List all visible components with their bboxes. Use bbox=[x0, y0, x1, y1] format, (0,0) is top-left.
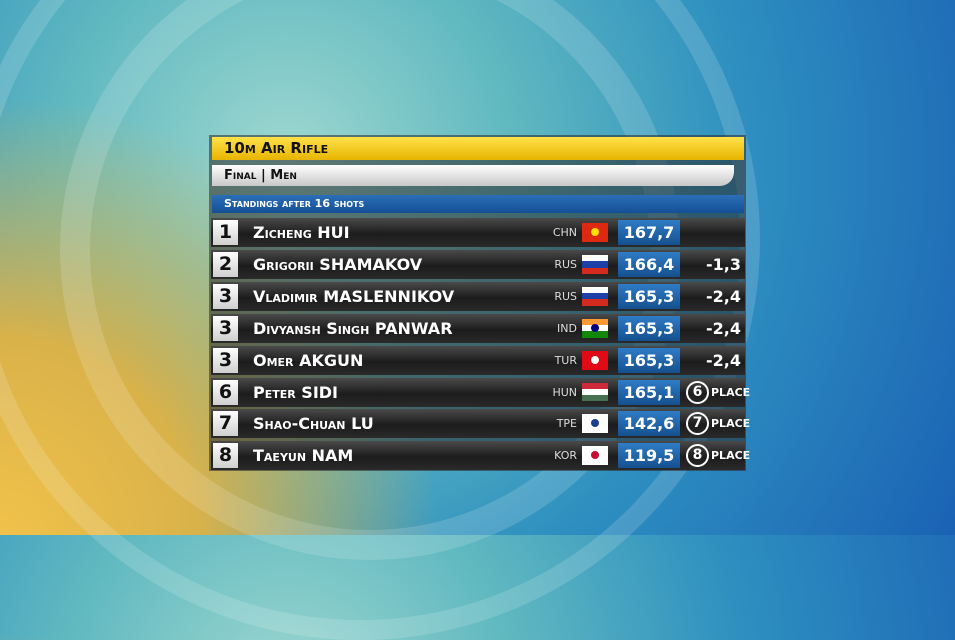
rank: 7 bbox=[213, 411, 238, 437]
rank: 8 bbox=[213, 443, 238, 469]
rank: 3 bbox=[213, 283, 238, 309]
flag-emblem bbox=[591, 419, 599, 428]
country-code: TPE bbox=[556, 417, 577, 431]
standing-row: 3 Vladimir MASLENNIKOV RUS 165,3 -2,4 bbox=[211, 281, 745, 311]
points-behind: -1,3 bbox=[706, 254, 741, 274]
event-title: 10m Air Rifle bbox=[212, 137, 744, 160]
flag-stripe bbox=[582, 293, 608, 300]
flag-stripe bbox=[582, 267, 608, 274]
place-number: 6 bbox=[686, 380, 709, 404]
flag bbox=[582, 223, 608, 242]
rank: 2 bbox=[213, 251, 238, 277]
flag-stripe bbox=[582, 261, 608, 268]
standing-row: 2 Grigorii SHAMAKOV RUS 166,4 -1,3 bbox=[211, 249, 745, 279]
score: 142,6 bbox=[618, 411, 680, 437]
status: Standings after 16 shots bbox=[212, 195, 744, 213]
place-label: Place bbox=[711, 417, 751, 431]
flag-stripe bbox=[582, 388, 608, 396]
athlete-name: Omer AKGUN bbox=[253, 350, 364, 370]
flag-stripe bbox=[582, 331, 608, 338]
flag bbox=[582, 350, 608, 370]
flag-emblem bbox=[591, 451, 599, 460]
flag bbox=[582, 382, 608, 402]
score: 166,4 bbox=[618, 251, 680, 277]
flag bbox=[582, 318, 608, 338]
athlete-name: Peter SIDI bbox=[253, 382, 339, 402]
rank: 3 bbox=[213, 347, 238, 373]
flag-stripe bbox=[582, 299, 608, 306]
flag-emblem bbox=[591, 228, 599, 236]
flag-stripe bbox=[582, 286, 608, 294]
flag-stripe bbox=[582, 318, 608, 326]
flag bbox=[582, 414, 608, 434]
standing-row: 6 Peter SIDI HUN 165,1 6 Place bbox=[211, 377, 750, 407]
country-code: CHN bbox=[552, 226, 577, 239]
rank: 1 bbox=[213, 220, 238, 245]
athlete-name: Grigorii SHAMAKOV bbox=[253, 254, 423, 274]
flag-emblem bbox=[591, 355, 599, 364]
place-label: Place bbox=[711, 449, 751, 463]
standing-row: 3 Omer AKGUN TUR 165,3 -2,4 bbox=[211, 345, 745, 375]
flag-stripe bbox=[582, 395, 608, 402]
standing-row: 8 Taeyun NAM KOR 119,5 8 Place bbox=[211, 441, 750, 471]
athlete-name: Shao-Chuan LU bbox=[253, 414, 374, 434]
flag bbox=[582, 254, 608, 274]
country-code: IND bbox=[557, 321, 577, 335]
flag-emblem bbox=[591, 323, 599, 332]
rank: 3 bbox=[213, 315, 238, 341]
points-behind: -2,4 bbox=[706, 350, 741, 370]
score: 165,3 bbox=[618, 283, 680, 309]
flag bbox=[582, 286, 608, 306]
standing-row: 3 Divyansh Singh PANWAR IND 165,3 -2,4 bbox=[211, 313, 745, 343]
country-code: HUN bbox=[552, 385, 577, 399]
athlete-name: Divyansh Singh PANWAR bbox=[253, 318, 453, 338]
score: 167,7 bbox=[618, 220, 680, 245]
country-code: TUR bbox=[554, 353, 577, 367]
place-number: 7 bbox=[686, 412, 709, 436]
score: 165,1 bbox=[618, 379, 680, 405]
country-code: RUS bbox=[554, 257, 577, 271]
flag-stripe bbox=[582, 382, 608, 389]
score: 119,5 bbox=[618, 443, 680, 469]
points-behind: -2,4 bbox=[706, 286, 741, 306]
rank: 6 bbox=[213, 379, 238, 405]
points-behind: -2,4 bbox=[706, 318, 741, 338]
score: 165,3 bbox=[618, 347, 680, 373]
standing-row: 7 Shao-Chuan LU TPE 142,6 7 Place bbox=[211, 409, 750, 439]
athlete-name: Taeyun NAM bbox=[253, 446, 354, 466]
country-code: RUS bbox=[554, 289, 577, 303]
athlete-name: Zicheng HUI bbox=[253, 223, 350, 242]
place-label: Place bbox=[711, 385, 751, 399]
standing-row: 1 Zicheng HUI CHN 167,7 bbox=[211, 218, 745, 247]
athlete-name: Vladimir MASLENNIKOV bbox=[253, 286, 455, 306]
flag bbox=[582, 446, 608, 466]
score: 165,3 bbox=[618, 315, 680, 341]
phase: Final | Men bbox=[212, 165, 734, 186]
place-number: 8 bbox=[686, 444, 709, 468]
flag-stripe bbox=[582, 254, 608, 262]
country-code: KOR bbox=[554, 449, 577, 463]
